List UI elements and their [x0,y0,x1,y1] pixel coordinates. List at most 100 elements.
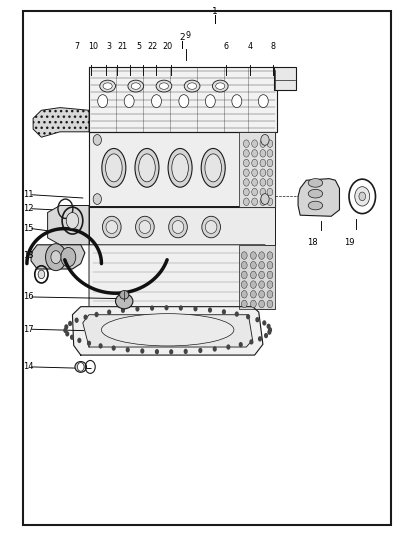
Circle shape [250,291,256,298]
Circle shape [259,169,265,176]
Circle shape [259,188,265,196]
Circle shape [164,305,168,310]
Ellipse shape [115,294,133,309]
Polygon shape [239,245,275,309]
Circle shape [266,188,272,196]
Circle shape [183,349,188,354]
Circle shape [259,150,265,157]
Circle shape [243,198,249,206]
Ellipse shape [102,148,126,187]
Polygon shape [89,132,275,207]
Circle shape [77,363,84,371]
Circle shape [266,140,272,147]
Circle shape [140,348,144,353]
Circle shape [243,179,249,186]
Polygon shape [89,245,275,309]
Circle shape [241,271,247,279]
Circle shape [243,188,249,196]
Circle shape [258,300,264,308]
Circle shape [193,306,197,312]
Circle shape [94,312,98,317]
Text: 3: 3 [106,42,111,51]
Circle shape [154,349,159,355]
Circle shape [251,179,257,186]
Ellipse shape [187,83,196,89]
Circle shape [151,95,161,108]
FancyBboxPatch shape [273,67,296,90]
Circle shape [150,306,154,311]
Ellipse shape [159,83,168,89]
Text: 13: 13 [23,251,33,260]
Circle shape [238,342,242,348]
Circle shape [212,346,216,352]
Circle shape [266,291,272,298]
Circle shape [64,324,68,330]
Text: 16: 16 [23,293,33,301]
Circle shape [263,333,268,338]
Polygon shape [297,179,339,216]
Ellipse shape [172,221,183,233]
Ellipse shape [307,189,322,198]
Ellipse shape [156,80,171,92]
Circle shape [259,159,265,167]
Circle shape [243,150,249,157]
Circle shape [266,169,272,176]
Circle shape [83,315,88,320]
Circle shape [250,261,256,269]
Circle shape [66,213,78,229]
Ellipse shape [169,216,187,238]
Circle shape [112,345,116,351]
Ellipse shape [204,154,221,182]
Circle shape [251,150,257,157]
Circle shape [241,300,247,308]
Circle shape [245,314,249,320]
Circle shape [243,140,249,147]
Ellipse shape [131,83,140,89]
Circle shape [251,169,257,176]
Circle shape [205,95,215,108]
Circle shape [259,198,265,206]
Circle shape [38,270,45,279]
Polygon shape [31,245,85,269]
Ellipse shape [201,148,225,187]
Polygon shape [83,315,252,347]
Circle shape [266,252,272,259]
Circle shape [93,194,101,204]
Circle shape [121,308,125,313]
Ellipse shape [202,216,220,238]
Circle shape [266,261,272,269]
Polygon shape [33,108,89,137]
Circle shape [243,169,249,176]
Circle shape [266,281,272,288]
Bar [23,11,390,525]
Circle shape [266,159,272,167]
Text: 8: 8 [270,42,275,51]
Circle shape [93,134,101,145]
Circle shape [135,306,139,312]
Ellipse shape [135,148,159,187]
Polygon shape [72,307,262,355]
Circle shape [261,320,266,325]
Circle shape [258,271,264,279]
Ellipse shape [103,83,112,89]
Text: 5: 5 [136,42,141,51]
Circle shape [251,198,257,206]
Ellipse shape [212,80,228,92]
Text: 20: 20 [162,42,172,51]
Circle shape [221,309,225,315]
Ellipse shape [102,216,121,238]
Circle shape [255,317,259,322]
Circle shape [97,95,107,108]
Text: 14: 14 [23,363,33,371]
Text: 19: 19 [344,238,354,247]
Circle shape [266,300,272,308]
Circle shape [250,252,256,259]
Text: 15: 15 [23,224,33,233]
Circle shape [266,324,270,329]
Ellipse shape [128,80,143,92]
Ellipse shape [307,179,322,187]
Ellipse shape [106,221,117,233]
Circle shape [258,281,264,288]
Circle shape [107,309,111,315]
Circle shape [74,317,78,323]
